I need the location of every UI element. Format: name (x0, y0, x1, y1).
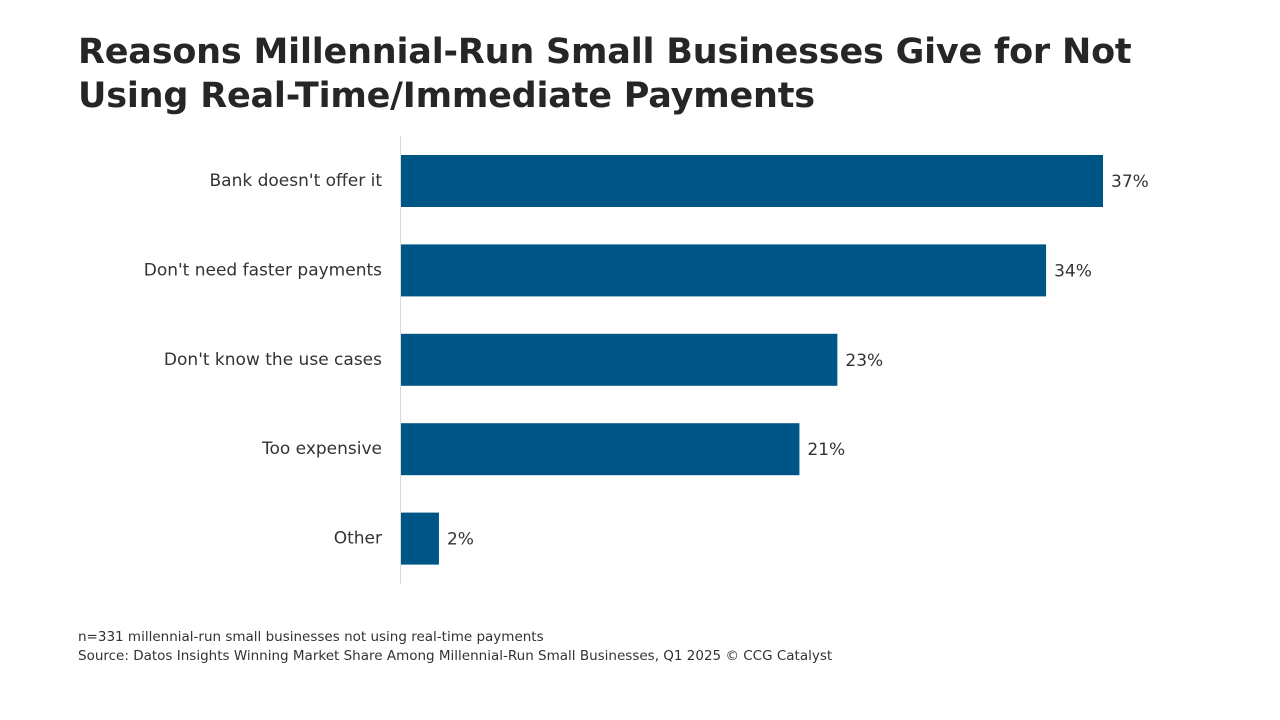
category-label: Don't know the use cases (164, 350, 382, 370)
sample-note: n=331 millennial-run small businesses no… (78, 629, 544, 645)
data-label: 34% (1054, 261, 1092, 281)
bar-chart: Bank doesn't offer it 37% Don't need faste… (144, 136, 1149, 584)
data-label: 21% (807, 440, 845, 460)
bar (401, 423, 800, 476)
category-label: Don't need faster payments (144, 260, 382, 280)
data-label: 2% (447, 530, 474, 550)
bar-group: Too expensive 21% (261, 423, 845, 476)
bar (401, 244, 1047, 297)
bar (401, 512, 439, 565)
source-note: Source: Datos Insights Winning Market Sh… (78, 648, 833, 664)
category-label: Bank doesn't offer it (210, 171, 383, 191)
category-label: Other (334, 529, 382, 549)
category-label: Too expensive (261, 439, 382, 459)
bar-group: Don't know the use cases 23% (164, 333, 883, 386)
bar (401, 155, 1103, 207)
bar-group: Bank doesn't offer it 37% (210, 155, 1149, 207)
chart-title: Reasons Millennial-Run Small Businesses … (78, 32, 1132, 116)
bar-group: Other 2% (334, 512, 474, 565)
data-label: 23% (845, 351, 883, 371)
bars-layer: Bank doesn't offer it 37% Don't need faste… (144, 155, 1149, 565)
bar (401, 333, 838, 386)
chart-footer: n=331 millennial-run small businesses no… (78, 628, 832, 666)
bar-group: Don't need faster payments 34% (144, 244, 1092, 297)
data-label: 37% (1111, 172, 1149, 192)
